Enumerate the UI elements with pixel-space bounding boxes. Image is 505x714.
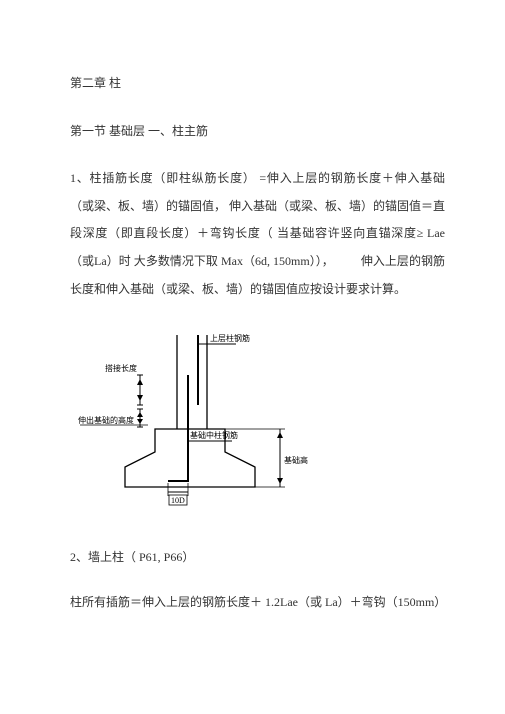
arrow-lap-dn: [137, 395, 143, 401]
chapter-title: 第二章 柱: [70, 70, 445, 98]
label-mid-right: 基础中柱钢筋: [190, 430, 238, 440]
arrow-fh-dn: [277, 478, 283, 484]
section-title: 第一节 基础层 一、柱主筋: [70, 118, 445, 146]
page: 第二章 柱 第一节 基础层 一、柱主筋 1、柱插筋长度（即柱纵筋长度） =伸入上…: [0, 0, 505, 673]
diagram-group: 上层柱钢筋 搭接长度 伸出基础的高度 基础中柱钢筋: [78, 333, 308, 505]
label-top-right: 上层柱钢筋: [210, 333, 250, 343]
paragraph-2-body: 柱所有插筋＝伸入上层的钢筋长度＋ 1.2Lae（或 La）＋弯钩（150mm）: [70, 589, 445, 617]
label-protrusion: 伸出基础的高度: [78, 415, 134, 425]
arrow-prot-up: [137, 412, 143, 417]
label-foundation-height: 基础高: [284, 455, 308, 465]
arrow-lap-up: [137, 379, 143, 385]
arrow-prot-dn: [137, 419, 143, 424]
arrow-fh-up: [277, 432, 283, 438]
paragraph-1: 1、柱插筋长度（即柱纵筋长度） =伸入上层的钢筋长度＋伸入基础（或梁、板、墙）的…: [70, 165, 445, 303]
label-10d: 10D: [171, 496, 185, 505]
label-lap-length: 搭接长度: [105, 363, 137, 373]
column-foundation-diagram: 上层柱钢筋 搭接长度 伸出基础的高度 基础中柱钢筋: [70, 319, 445, 520]
rebar-foundation: [168, 429, 188, 481]
paragraph-2-title: 2、墙上柱（ P61, P66）: [70, 544, 445, 572]
